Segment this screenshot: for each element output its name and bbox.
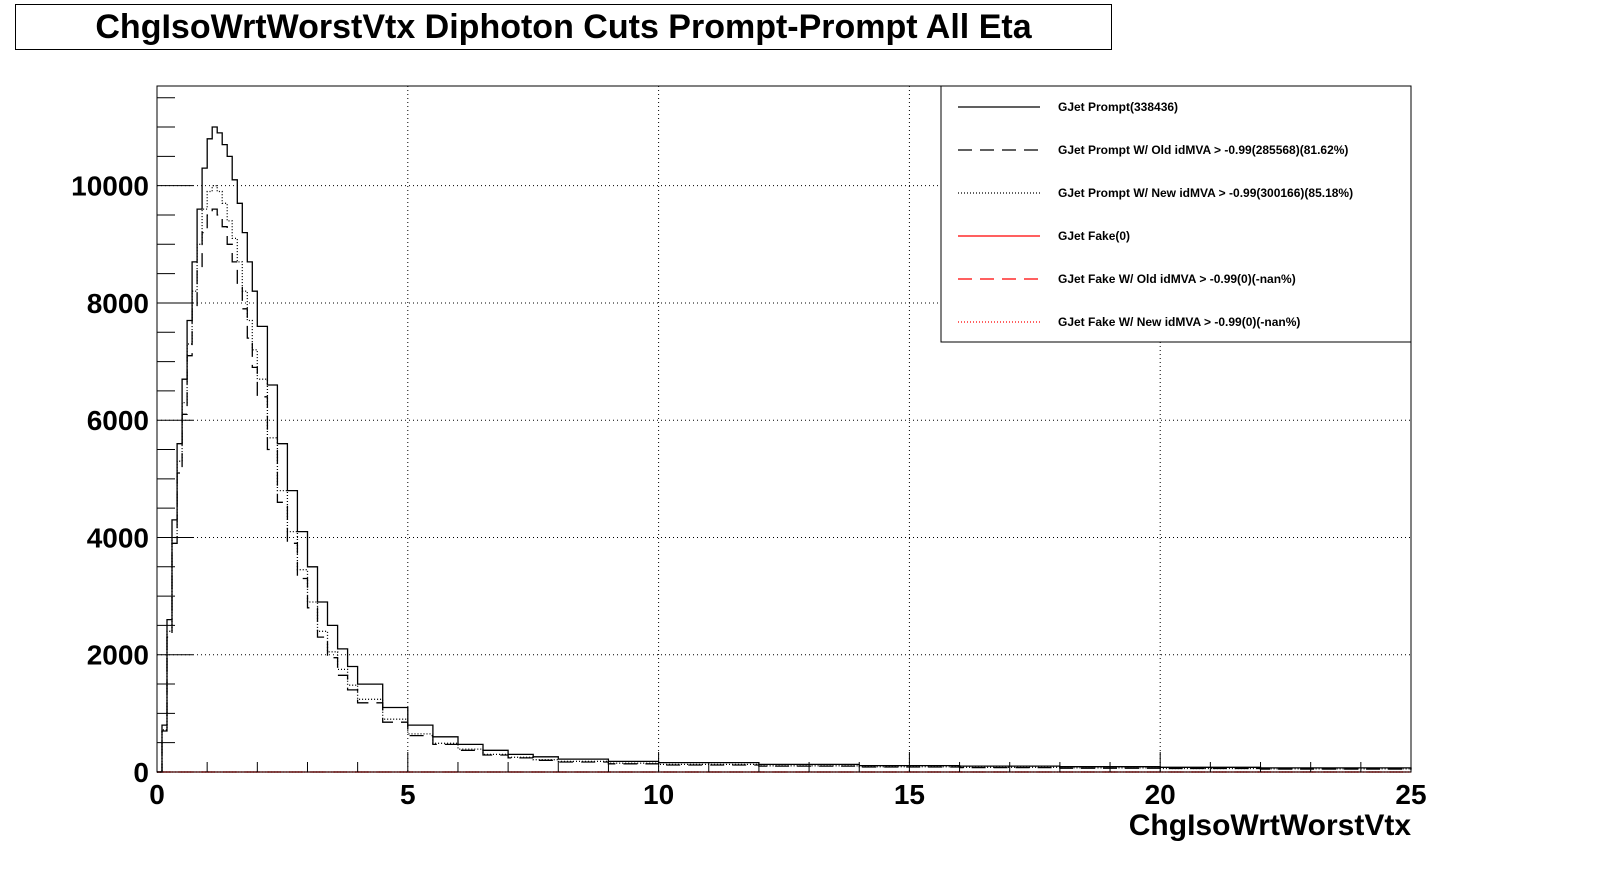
y-tick-label: 2000 <box>87 640 149 671</box>
legend-label-3: GJet Fake(0) <box>1058 229 1130 243</box>
x-axis-title: ChgIsoWrtWorstVtx <box>1129 809 1412 842</box>
series-line-2 <box>157 185 1412 773</box>
legend-label-1: GJet Prompt W/ Old idMVA > -0.99(285568)… <box>1058 143 1348 157</box>
chart-title: ChgIsoWrtWorstVtx Diphoton Cuts Prompt-P… <box>95 7 1032 46</box>
x-tick-label: 25 <box>1395 779 1426 810</box>
plot-frame <box>156 85 1412 773</box>
legend-label-2: GJet Prompt W/ New idMVA > -0.99(300166)… <box>1058 186 1353 200</box>
x-tick-label: 0 <box>149 779 165 810</box>
series-line-1 <box>157 208 1412 773</box>
y-tick-label: 10000 <box>71 171 149 202</box>
series-line-0 <box>157 126 1412 773</box>
legend-box <box>940 85 1412 343</box>
legend-label-4: GJet Fake W/ Old idMVA > -0.99(0)(-nan%) <box>1058 272 1296 286</box>
y-tick-label: 6000 <box>87 405 149 436</box>
x-tick-label: 10 <box>643 779 674 810</box>
y-tick-label: 8000 <box>87 288 149 319</box>
legend-label-0: GJet Prompt(338436) <box>1058 100 1178 114</box>
x-tick-label: 5 <box>400 779 416 810</box>
y-tick-label: 0 <box>133 757 149 788</box>
legend-label-5: GJet Fake W/ New idMVA > -0.99(0)(-nan%) <box>1058 315 1300 329</box>
x-tick-label: 15 <box>894 779 925 810</box>
chart-title-box: ChgIsoWrtWorstVtx Diphoton Cuts Prompt-P… <box>15 4 1112 50</box>
x-tick-label: 20 <box>1145 779 1176 810</box>
y-tick-label: 4000 <box>87 522 149 553</box>
